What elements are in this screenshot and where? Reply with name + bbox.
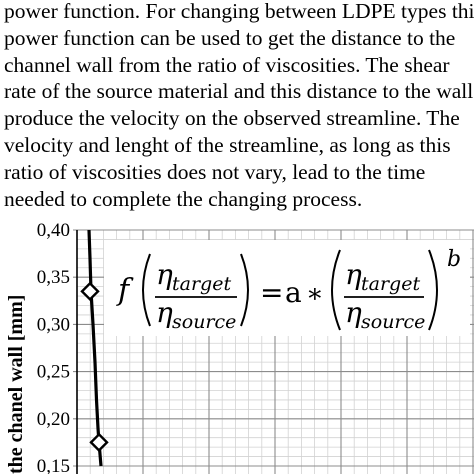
y-tick-label: 0,40 bbox=[37, 220, 70, 241]
eq-times: ∗ bbox=[306, 279, 324, 309]
y-tick-label: 0,15 bbox=[37, 456, 70, 474]
eq-eta-source: η bbox=[156, 296, 173, 329]
y-axis-label: the chanel wall [mm] bbox=[5, 295, 27, 474]
eq-left-paren bbox=[142, 253, 151, 327]
eq-right-paren bbox=[240, 253, 249, 327]
eq-left-paren-2 bbox=[331, 249, 341, 331]
eq-target-subscript-2: target bbox=[361, 273, 420, 295]
y-tick-labels: 0,40 0,35 0,30 0,25 0,20 0,15 bbox=[37, 220, 70, 474]
y-tick-label: 0,25 bbox=[37, 362, 70, 383]
diamond-marker bbox=[89, 432, 109, 453]
equation-box bbox=[104, 240, 470, 336]
eq-a: a bbox=[285, 276, 302, 309]
paragraph-line: ratio of viscosities does not vary, lead… bbox=[4, 159, 426, 184]
y-tick-label: 0,30 bbox=[37, 314, 70, 335]
paragraph-line-last: needed to complete the changing process. bbox=[4, 186, 363, 211]
paragraph-line: channel wall from the ratio of viscositi… bbox=[4, 52, 450, 77]
paragraph-line: power function can be used to get the di… bbox=[4, 25, 456, 50]
eq-eta-target-2: η bbox=[345, 258, 362, 291]
body-paragraph: power function. For changing between LDP… bbox=[4, 0, 474, 212]
data-markers bbox=[80, 281, 109, 453]
eq-right-paren-2 bbox=[428, 249, 438, 331]
paragraph-line: velocity and lenght of the streamline, a… bbox=[4, 132, 451, 157]
eq-source-subscript: source bbox=[172, 311, 236, 333]
equation: f η target η source = a ∗ η target η sou… bbox=[116, 247, 461, 333]
eq-target-subscript: target bbox=[172, 273, 231, 295]
diamond-marker bbox=[80, 281, 100, 302]
paragraph-line: rate of the source material and this dis… bbox=[4, 79, 474, 104]
paragraph-line: produce the velocity on the observed str… bbox=[4, 106, 460, 131]
eq-source-subscript-2: source bbox=[361, 311, 425, 333]
eq-equals: = bbox=[260, 276, 283, 309]
eq-eta-source-2: η bbox=[345, 296, 362, 329]
paragraph-line: power function. For changing between LDP… bbox=[4, 0, 474, 23]
fit-curve bbox=[87, 229, 103, 467]
y-tick-label: 0,20 bbox=[37, 409, 70, 430]
y-tick-label: 0,35 bbox=[37, 267, 70, 288]
eq-exponent-b: b bbox=[447, 247, 461, 272]
eq-eta-target: η bbox=[156, 258, 173, 291]
